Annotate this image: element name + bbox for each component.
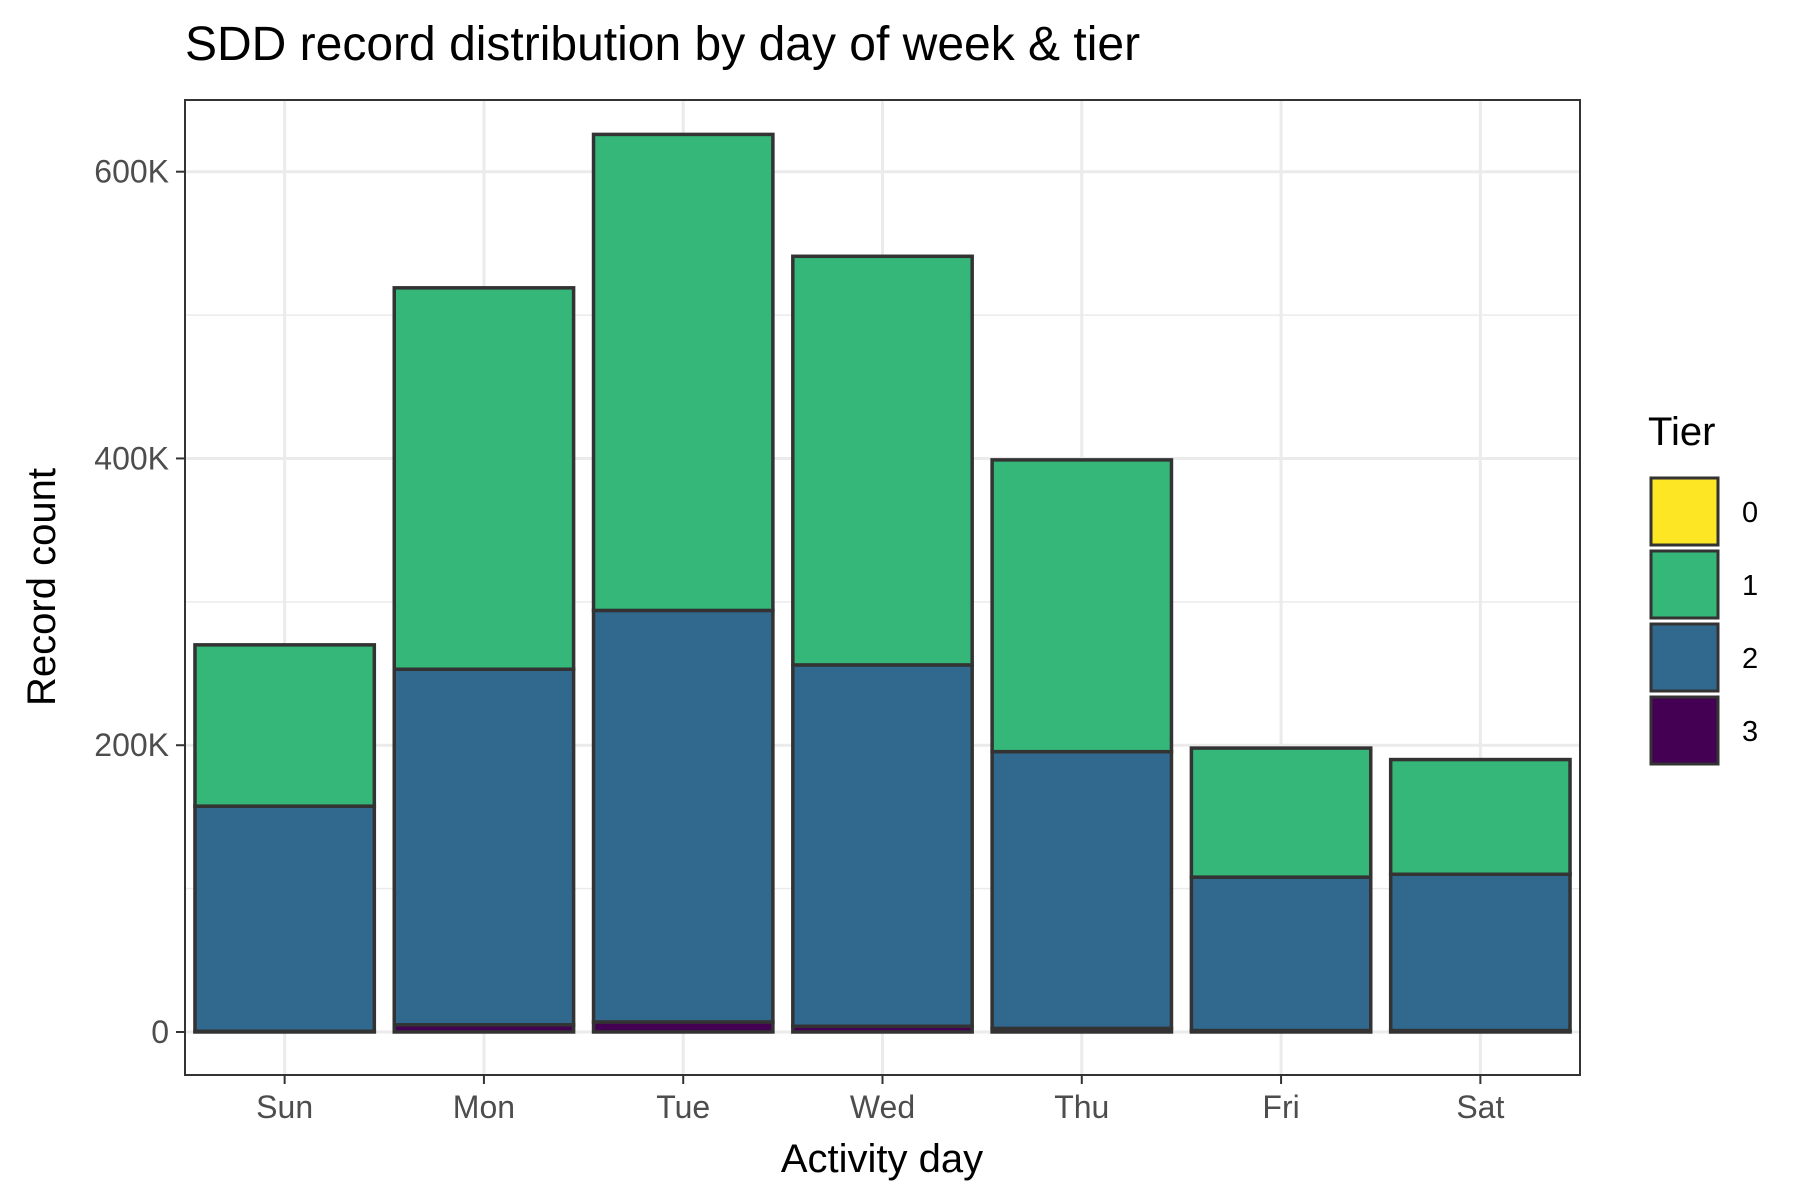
legend-swatch-tier-1: [1649, 549, 1720, 620]
legend-label-tier-3: 3: [1742, 716, 1758, 748]
chart-title: SDD record distribution by day of week &…: [185, 18, 1140, 71]
y-tick-label: 600K: [94, 154, 169, 190]
bar-fri-tier-2: [1189, 875, 1373, 1033]
legend: Tier 0 1 2 3: [1648, 410, 1758, 766]
legend-label-tier-2: 2: [1742, 643, 1758, 675]
bar-tue-tier-2: [591, 608, 775, 1024]
bar-mon-tier-1: [392, 286, 576, 671]
x-tick-label: Sat: [1456, 1089, 1504, 1125]
y-tick-label: 0: [151, 1014, 169, 1050]
bar-wed-tier-1: [791, 254, 974, 667]
x-tick-label: Fri: [1262, 1089, 1299, 1125]
x-tick-label: Sun: [256, 1089, 313, 1125]
y-tick-label: 400K: [94, 440, 169, 476]
bar-tue-tier-1: [591, 132, 775, 613]
bar-thu-tier-1: [990, 458, 1174, 754]
bar-sun-tier-2: [193, 804, 377, 1034]
bars-layer: [193, 132, 1572, 1034]
bar-sat-tier-1: [1388, 757, 1572, 877]
axis-layer: 0 200K 400K 600K Sun Mon Tue Wed Thu Fri Sat: [94, 154, 1504, 1125]
bar-sun-tier-1: [193, 643, 377, 808]
legend-title: Tier: [1648, 410, 1715, 454]
legend-swatch-tier-0: [1649, 476, 1720, 547]
bar-sat-tier-2: [1388, 872, 1572, 1033]
legend-swatch-tier-2: [1649, 622, 1720, 693]
bar-mon-tier-2: [392, 667, 576, 1027]
x-tick-label: Wed: [850, 1089, 915, 1125]
y-tick-label: 200K: [94, 727, 169, 763]
x-tick-label: Thu: [1054, 1089, 1109, 1125]
bar-fri-tier-1: [1189, 746, 1373, 879]
bar-thu-tier-2: [990, 749, 1174, 1031]
legend-label-tier-0: 0: [1742, 497, 1758, 529]
legend-label-tier-1: 1: [1742, 570, 1758, 602]
x-tick-label: Mon: [453, 1089, 515, 1125]
x-tick-label: Tue: [656, 1089, 710, 1125]
y-axis-title: Record count: [20, 468, 64, 706]
bar-wed-tier-2: [791, 663, 974, 1028]
x-axis-title: Activity day: [781, 1137, 983, 1181]
legend-swatch-tier-3: [1649, 695, 1720, 766]
